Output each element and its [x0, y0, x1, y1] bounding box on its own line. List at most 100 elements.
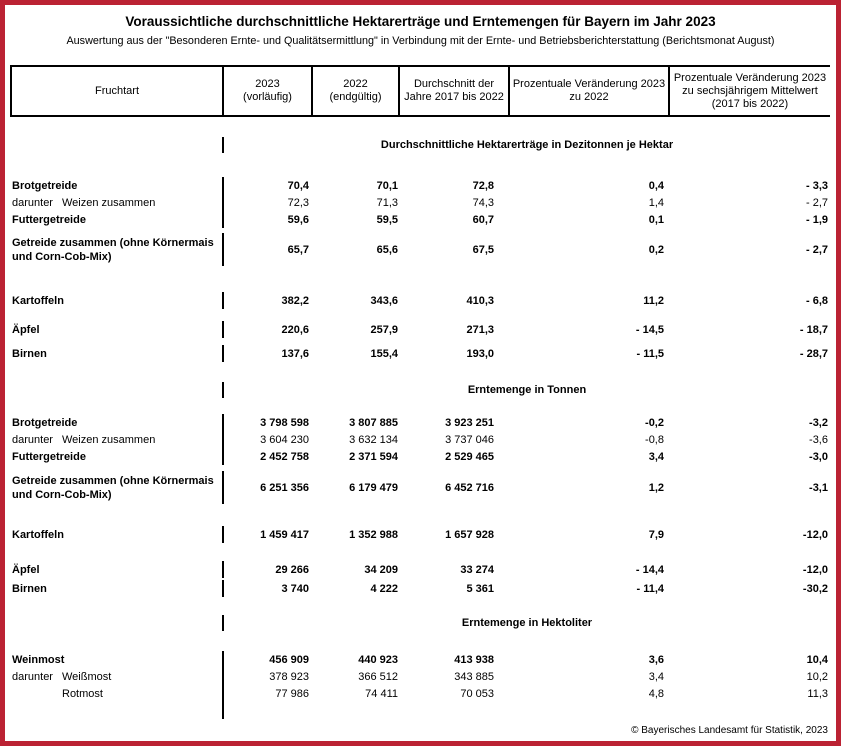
value-pct-change-avg-cell: -30,2 — [802, 582, 828, 595]
value-2022-cell: 1 352 988 — [349, 528, 398, 541]
value-2022-cell: 3 632 134 — [349, 433, 398, 446]
section-heading-row: Erntemenge in Tonnen — [10, 382, 830, 398]
value-pct-change-2022-cell: -0,8 — [645, 433, 664, 446]
section-heading-spacer — [10, 615, 224, 631]
crop-name: Rotmost — [62, 687, 103, 700]
col-header-fruchtart: Fruchtart — [10, 67, 224, 115]
crop-name: Äpfel — [12, 323, 40, 336]
crop-label-cell: Äpfel — [10, 321, 224, 338]
value-2023-cell: 6 251 356 — [260, 481, 309, 494]
value-pct-change-2022-cell: 3,4 — [648, 450, 664, 463]
table-row: Birnen 3 740 4 222 5 361 - 11,4 -30,2 — [10, 580, 830, 597]
crop-label-cell: Brotgetreide — [10, 414, 224, 431]
value-2023-cell: 72,3 — [287, 196, 309, 209]
section-heading: Erntemenge in Tonnen — [467, 384, 587, 396]
value-2022-cell: 343,6 — [370, 294, 398, 307]
value-2022-cell: 2 371 594 — [349, 450, 398, 463]
value-2022-cell: 440 923 — [358, 653, 398, 666]
value-avg-2017-2022-cell: 410,3 — [466, 294, 494, 307]
value-pct-change-avg-cell: 11,3 — [807, 687, 828, 700]
crop-label-cell: Brotgetreide — [10, 177, 224, 194]
value-2023-cell: 1 459 417 — [260, 528, 309, 541]
column-divider-line — [10, 702, 224, 719]
value-avg-2017-2022-cell: 1 657 928 — [445, 528, 494, 541]
crop-label-cell: Futtergetreide — [10, 211, 224, 228]
crop-label-cell: Getreide zusammen (ohne Körnermais und C… — [10, 233, 224, 266]
table-header: Fruchtart 2023 (vorläufig) 2022 (endgült… — [10, 65, 830, 117]
value-pct-change-avg-cell: -12,0 — [802, 563, 828, 576]
value-pct-change-2022-cell: 1,2 — [648, 481, 664, 494]
value-2023-cell: 3 604 230 — [260, 433, 309, 446]
value-2023-cell: 3 798 598 — [260, 416, 309, 429]
value-pct-change-avg-cell: -3,2 — [809, 416, 828, 429]
crop-label-cell: darunter Weißmost — [10, 668, 224, 685]
crop-label-cell: Weinmost — [10, 651, 224, 668]
crop-name: Getreide zusammen (ohne Körnermais und C… — [12, 474, 214, 501]
value-avg-2017-2022-cell: 6 452 716 — [445, 481, 494, 494]
table-row: Brotgetreide 3 798 598 3 807 885 3 923 2… — [10, 414, 830, 431]
table-row: Rotmost 77 986 74 411 70 053 4,8 11,3 — [10, 685, 830, 702]
table-row: Brotgetreide 70,4 70,1 72,8 0,4 - 3,3 — [10, 177, 830, 194]
value-pct-change-2022-cell: - 11,4 — [636, 582, 664, 595]
value-pct-change-avg-cell: - 2,7 — [805, 243, 828, 256]
col-header-2023: 2023 (vorläufig) — [224, 67, 313, 115]
value-2022-cell: 4 222 — [370, 582, 398, 595]
value-2022-cell: 257,9 — [370, 323, 398, 336]
value-pct-change-avg-cell: - 3,3 — [805, 179, 828, 192]
col-header-pct-change-2023-2022: Prozentuale Veränderung 2023 zu 2022 — [510, 67, 670, 115]
value-2023-cell: 29 266 — [275, 563, 309, 576]
value-pct-change-avg-cell: - 2,7 — [805, 196, 828, 209]
value-avg-2017-2022-cell: 3 923 251 — [445, 416, 494, 429]
section-heading: Durchschnittliche Hektarerträge in Dezit… — [380, 139, 674, 151]
value-avg-2017-2022-cell: 193,0 — [466, 347, 494, 360]
value-pct-change-2022-cell: 3,6 — [648, 653, 664, 666]
crop-name: Brotgetreide — [12, 416, 78, 429]
value-pct-change-2022-cell: -0,2 — [645, 416, 664, 429]
table-body: Durchschnittliche Hektarerträge in Dezit… — [10, 137, 830, 702]
value-pct-change-2022-cell: 0,2 — [648, 243, 664, 256]
statistics-table: Fruchtart 2023 (vorläufig) 2022 (endgült… — [10, 65, 830, 719]
copyright-note: © Bayerisches Landesamt für Statistik, 2… — [631, 725, 828, 736]
crop-name: Futtergetreide — [12, 213, 86, 226]
crop-name: Futtergetreide — [12, 450, 86, 463]
value-avg-2017-2022-cell: 74,3 — [472, 196, 494, 209]
crop-label-cell: Birnen — [10, 345, 224, 362]
value-2022-cell: 6 179 479 — [349, 481, 398, 494]
crop-label-cell: darunter Weizen zusammen — [10, 194, 224, 211]
value-2022-cell: 71,3 — [376, 196, 398, 209]
value-avg-2017-2022-cell: 343 885 — [454, 670, 494, 683]
darunter-prefix: darunter — [12, 196, 53, 209]
value-2023-cell: 65,7 — [287, 243, 309, 256]
value-pct-change-2022-cell: 0,4 — [648, 179, 664, 192]
table-row: Futtergetreide 2 452 758 2 371 594 2 529… — [10, 448, 830, 465]
bottom-spacer-empty — [224, 702, 830, 719]
darunter-prefix: darunter — [12, 433, 53, 446]
value-2022-cell: 3 807 885 — [349, 416, 398, 429]
section-heading-row: Erntemenge in Hektoliter — [10, 615, 830, 631]
crop-label-cell: Kartoffeln — [10, 292, 224, 309]
value-pct-change-avg-cell: -3,0 — [809, 450, 828, 463]
value-pct-change-avg-cell: -12,0 — [802, 528, 828, 541]
value-avg-2017-2022-cell: 5 361 — [466, 582, 494, 595]
value-pct-change-avg-cell: - 6,8 — [805, 294, 828, 307]
crop-name: Kartoffeln — [12, 294, 64, 307]
value-avg-2017-2022-cell: 2 529 465 — [445, 450, 494, 463]
crop-label-cell: Futtergetreide — [10, 448, 224, 465]
title-block: Voraussichtliche durchschnittliche Hekta… — [5, 5, 836, 49]
table-row: Weinmost 456 909 440 923 413 938 3,6 10,… — [10, 651, 830, 668]
crop-label-cell: Birnen — [10, 580, 224, 597]
crop-name: Birnen — [12, 582, 47, 595]
value-2023-cell: 378 923 — [269, 670, 309, 683]
value-2023-cell: 137,6 — [281, 347, 309, 360]
value-2022-cell: 366 512 — [358, 670, 398, 683]
report-subtitle: Auswertung aus der "Besonderen Ernte- un… — [66, 35, 775, 47]
value-pct-change-avg-cell: -3,6 — [809, 433, 828, 446]
darunter-prefix: darunter — [12, 670, 53, 683]
table-row: Kartoffeln 382,2 343,6 410,3 11,2 - 6,8 — [10, 292, 830, 309]
table-row: Birnen 137,6 155,4 193,0 - 11,5 - 28,7 — [10, 345, 830, 362]
table-row: Getreide zusammen (ohne Körnermais und C… — [10, 471, 830, 504]
crop-name: Brotgetreide — [12, 179, 78, 192]
table-row: darunter Weizen zusammen 3 604 230 3 632 … — [10, 431, 830, 448]
col-header-2022: 2022 (endgültig) — [313, 67, 400, 115]
crop-name: Weizen zusammen — [62, 433, 156, 446]
